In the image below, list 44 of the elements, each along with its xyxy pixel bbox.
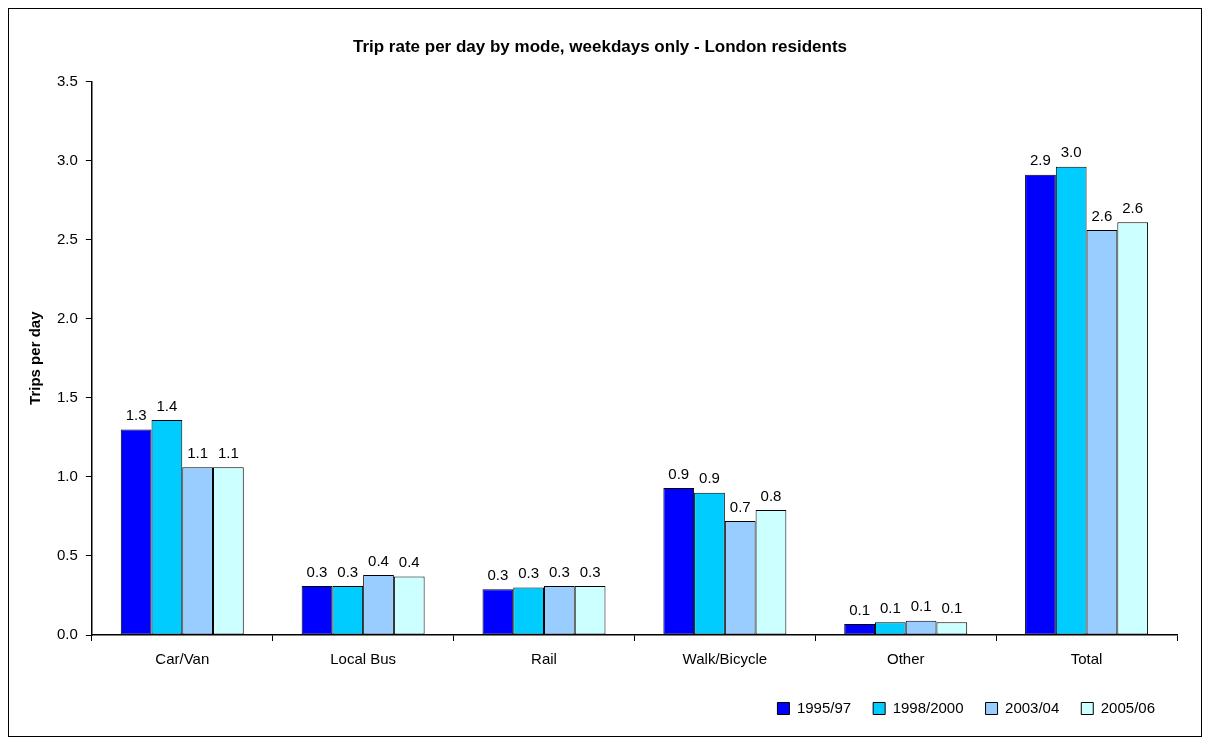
legend-label: 1998/2000 bbox=[892, 698, 964, 716]
data-label: 3.0 bbox=[1060, 143, 1082, 161]
legend-label: 1995/97 bbox=[796, 698, 852, 716]
y-tick-label: 0.0 bbox=[56, 625, 78, 643]
data-label: 1.3 bbox=[125, 406, 147, 424]
x-tick-label: Walk/Bicycle bbox=[682, 650, 768, 668]
data-label: 0.3 bbox=[306, 562, 328, 580]
y-tick-label: 1.0 bbox=[56, 466, 78, 484]
data-label: 1.4 bbox=[156, 396, 178, 414]
data-label: 2.6 bbox=[1122, 198, 1144, 216]
y-tick-label: 3.0 bbox=[56, 150, 78, 168]
data-label: 1.1 bbox=[217, 443, 239, 461]
data-label: 1.1 bbox=[187, 443, 209, 461]
data-label: 0.1 bbox=[941, 598, 963, 616]
x-tick-label: Local Bus bbox=[330, 650, 397, 668]
data-label: 0.1 bbox=[910, 597, 932, 615]
y-tick-label: 2.0 bbox=[56, 308, 78, 326]
data-label: 0.9 bbox=[699, 469, 720, 487]
legend-label: 2003/04 bbox=[1005, 698, 1060, 716]
data-label: 0.8 bbox=[760, 486, 782, 504]
y-tick-label: 0.5 bbox=[56, 546, 78, 564]
x-tick-label: Total bbox=[1070, 650, 1103, 668]
data-label: 0.3 bbox=[579, 562, 601, 580]
y-tick-label: 3.5 bbox=[56, 71, 78, 89]
data-label: 0.3 bbox=[337, 562, 359, 580]
data-label: 0.4 bbox=[368, 551, 389, 569]
y-tick-label: 2.5 bbox=[56, 229, 78, 247]
data-label: 2.9 bbox=[1030, 151, 1051, 169]
data-label: 0.1 bbox=[849, 600, 871, 618]
data-label: 0.3 bbox=[548, 562, 570, 580]
data-label: 0.1 bbox=[879, 598, 901, 616]
x-tick-label: Rail bbox=[531, 650, 557, 668]
x-tick-label: Car/Van bbox=[155, 650, 210, 668]
x-tick-label: Other bbox=[886, 650, 925, 668]
data-label: 2.6 bbox=[1091, 206, 1113, 224]
chart-title: Trip rate per day by mode, weekdays only - London residents bbox=[352, 36, 848, 56]
data-label: 0.3 bbox=[518, 564, 540, 582]
y-tick-label: 1.5 bbox=[56, 387, 78, 405]
data-label: 0.3 bbox=[487, 565, 509, 583]
data-label: 0.9 bbox=[668, 464, 690, 482]
data-label: 0.4 bbox=[398, 553, 420, 571]
legend-label: 2005/06 bbox=[1100, 698, 1156, 716]
y-axis-title: Trips per day bbox=[26, 310, 44, 405]
data-label: 0.7 bbox=[729, 497, 751, 515]
